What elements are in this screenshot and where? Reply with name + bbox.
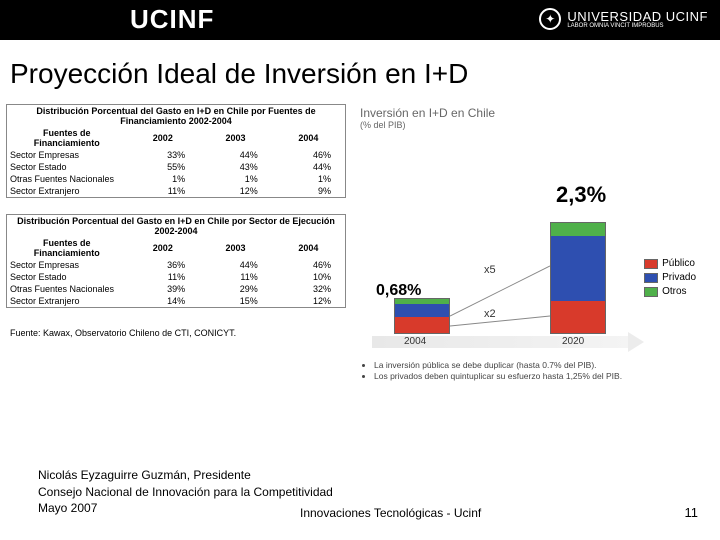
university-name: UNIVERSIDAD UCINF	[567, 10, 708, 23]
table-fuentes: Distribución Porcentual del Gasto en I+D…	[6, 104, 346, 198]
pct-2020: 2,3%	[556, 182, 606, 208]
table2-y0: 2002	[127, 237, 200, 259]
table2-title: Distribución Porcentual del Gasto en I+D…	[7, 215, 346, 238]
legend-publico: Público	[644, 258, 696, 269]
footer-center: Innovaciones Tecnológicas - Ucinf	[300, 506, 481, 520]
chart-subtitle: (% del PIB)	[354, 120, 704, 136]
brand-text: UCINF	[130, 4, 214, 35]
footer-line1: Nicolás Eyzaguirre Guzmán, Presidente	[38, 467, 333, 483]
shield-icon: ✦	[539, 8, 561, 30]
table1-rowhead: Fuentes de Financiamiento	[7, 127, 127, 149]
header-bar: UCINF ✦ UNIVERSIDAD UCINF LABOR OMNIA VI…	[0, 0, 720, 40]
bullet-1: La inversión pública se debe duplicar (h…	[374, 360, 704, 370]
table-row: Otras Fuentes Nacionales39%29%32%	[7, 283, 346, 295]
seg-privado-2004	[395, 304, 449, 317]
footer-author: Nicolás Eyzaguirre Guzmán, Presidente Co…	[38, 467, 333, 516]
left-column: Distribución Porcentual del Gasto en I+D…	[6, 104, 346, 382]
growth-arrows-icon	[450, 218, 550, 328]
slide-title: Proyección Ideal de Inversión en I+D	[0, 40, 720, 104]
table-row: Sector Estado55%43%44%	[7, 161, 346, 173]
source-text: Fuente: Kawax, Observatorio Chileno de C…	[6, 324, 346, 339]
arrow-right-icon	[628, 332, 644, 352]
legend-privado: Privado	[644, 272, 696, 283]
bullet-2: Los privados deben quintuplicar su esfue…	[374, 371, 704, 381]
seg-publico-2004	[395, 317, 449, 333]
bar-2020	[550, 222, 606, 334]
year-2020: 2020	[562, 336, 584, 347]
table-ejecucion: Distribución Porcentual del Gasto en I+D…	[6, 214, 346, 308]
footer-line2: Consejo Nacional de Innovación para la C…	[38, 484, 333, 500]
year-2004: 2004	[404, 336, 426, 347]
legend-otros: Otros	[644, 286, 696, 297]
table2-y1: 2003	[199, 237, 272, 259]
table-row: Sector Extranjero14%15%12%	[7, 295, 346, 308]
table1-y1: 2003	[199, 127, 272, 149]
right-column: Inversión en I+D en Chile (% del PIB) 0,…	[354, 104, 704, 382]
table-row: Sector Estado11%11%10%	[7, 271, 346, 283]
footer-line3: Mayo 2007	[38, 500, 333, 516]
table-row: Otras Fuentes Nacionales1%1%1%	[7, 173, 346, 185]
seg-otros-2020	[551, 223, 605, 236]
table2-rowhead: Fuentes de Financiamiento	[7, 237, 127, 259]
university-block: ✦ UNIVERSIDAD UCINF LABOR OMNIA VINCIT I…	[539, 8, 708, 30]
table2-y2: 2004	[272, 237, 346, 259]
table1-y2: 2004	[272, 127, 346, 149]
content-row: Distribución Porcentual del Gasto en I+D…	[0, 104, 720, 382]
table-row: Sector Extranjero11%12%9%	[7, 185, 346, 198]
table-row: Sector Empresas33%44%46%	[7, 149, 346, 161]
seg-publico-2020	[551, 301, 605, 333]
chart-area: 0,68% 2,3% x5 x2 2004 2020	[354, 136, 694, 356]
chart-bullets: La inversión pública se debe duplicar (h…	[354, 356, 704, 381]
table1-title: Distribución Porcentual del Gasto en I+D…	[7, 105, 346, 128]
chart-title: Inversión en I+D en Chile	[354, 104, 704, 120]
bar-2004	[394, 298, 450, 334]
university-tagline: LABOR OMNIA VINCIT IMPROBUS	[567, 23, 708, 29]
seg-privado-2020	[551, 236, 605, 301]
table1-y0: 2002	[127, 127, 200, 149]
table-row: Sector Empresas36%44%46%	[7, 259, 346, 271]
chart-legend: Público Privado Otros	[644, 258, 696, 300]
page-number: 11	[685, 505, 699, 520]
